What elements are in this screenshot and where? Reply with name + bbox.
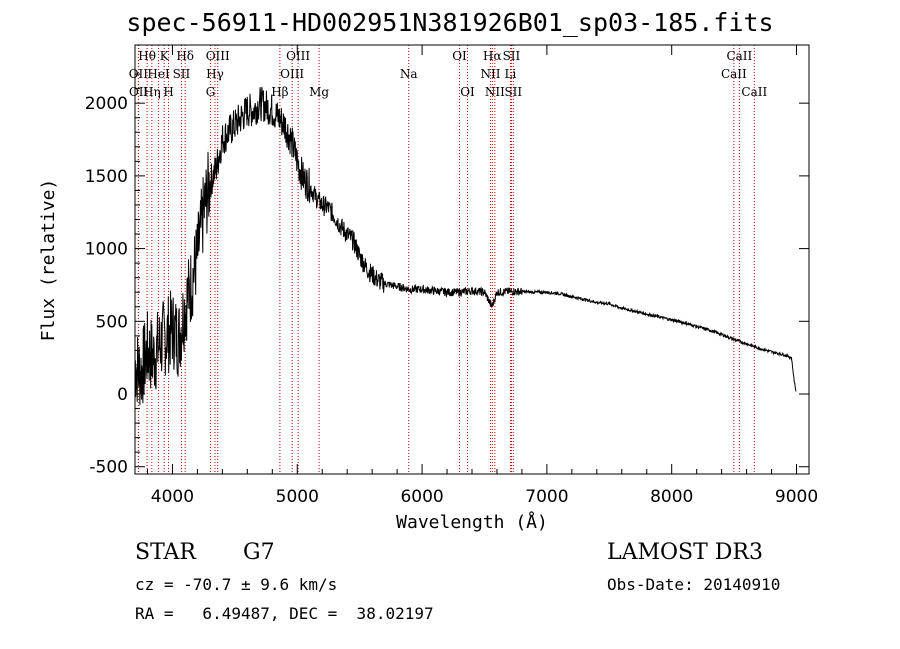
x-tick-label-2: 6000	[400, 487, 443, 507]
x-axis-ticks: 4000 5000 6000 7000 8000 9000	[146, 45, 818, 507]
y-axis-ticks: -500 0 500 1000 1500 2000	[85, 73, 809, 478]
marker-label-0: Hθ	[138, 49, 156, 63]
marker-label-3: K	[160, 49, 170, 63]
y-tick-label-3: 1000	[85, 240, 128, 260]
spectral-line-markers	[137, 45, 755, 474]
marker-label-7: SII	[173, 67, 191, 81]
x-tick-label-1: 5000	[276, 487, 319, 507]
y-tick-label-2: 500	[96, 312, 128, 332]
marker-label-25: CaII	[726, 49, 752, 63]
marker-label-27: CaII	[741, 85, 767, 99]
marker-label-11: G	[206, 85, 216, 99]
marker-label-1: OII	[129, 67, 149, 81]
marker-label-18: OI	[460, 85, 475, 99]
x-tick-label-3: 7000	[525, 487, 568, 507]
marker-label-22: Li	[505, 67, 517, 81]
marker-label-6: Hδ	[176, 49, 194, 63]
marker-label-17: OI	[452, 49, 467, 63]
x-tick-label-0: 4000	[151, 487, 194, 507]
x-axis-label: Wavelength (Å)	[396, 511, 548, 533]
marker-label-4: HeI	[147, 67, 170, 81]
marker-label-12: OIII	[286, 49, 310, 63]
spectral-subclass: G7	[243, 540, 275, 565]
object-type: STAR	[135, 540, 196, 565]
marker-label-15: Mg	[309, 85, 329, 99]
marker-label-5: Hη	[143, 85, 161, 99]
y-tick-label-4: 1500	[85, 167, 128, 187]
marker-label-21: NII	[480, 67, 500, 81]
x-tick-label-5: 9000	[775, 487, 818, 507]
marker-label-19: Hα	[483, 49, 502, 63]
plot-frame	[134, 44, 810, 475]
marker-label-23: NII	[485, 85, 505, 99]
marker-label-20: SII	[503, 49, 521, 63]
survey-name: LAMOST DR3	[607, 540, 763, 565]
velocity-readout: cz = -70.7 ± 9.6 km/s	[135, 575, 338, 594]
x-tick-label-4: 8000	[650, 487, 693, 507]
marker-label-26: CaII	[721, 67, 747, 81]
marker-label-9: OIII	[206, 49, 230, 63]
y-axis-label: Flux (relative)	[38, 179, 59, 342]
marker-label-10: Hγ	[206, 67, 224, 81]
chart-title: spec-56911-HD002951N381926B01_sp03-185.f…	[126, 8, 774, 37]
marker-label-14: Hβ	[271, 85, 288, 99]
marker-label-8: H	[163, 85, 173, 99]
marker-label-2: OII	[129, 85, 149, 99]
marker-label-24: SII	[504, 85, 522, 99]
coordinates-readout: RA = 6.49487, DEC = 38.02197	[135, 604, 434, 623]
y-tick-label-0: -500	[89, 458, 128, 478]
y-tick-label-1: 0	[117, 385, 128, 405]
marker-label-13: OIII	[280, 67, 304, 81]
marker-label-16: Na	[400, 67, 418, 81]
obs-date: Obs-Date: 20140910	[607, 575, 781, 594]
y-tick-label-5: 2000	[85, 94, 128, 114]
flux-series-line	[134, 86, 797, 406]
